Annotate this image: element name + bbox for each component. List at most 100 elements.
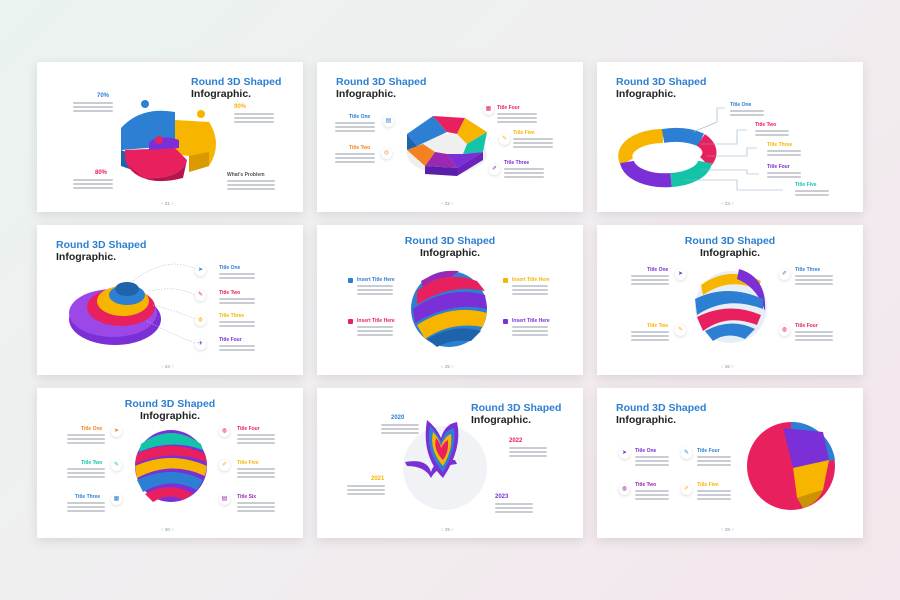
pen-icon: ✎: [681, 448, 692, 459]
value-label-3: 80%: [95, 170, 108, 176]
text-block: [237, 502, 275, 514]
slide-thumbnail-30[interactable]: Round 3D Shaped Infographic. Title One ➤…: [37, 388, 303, 538]
slide-thumbnail-25[interactable]: Round 3D Shaped Infographic. Insert Titl…: [317, 225, 583, 375]
text-block: [635, 490, 669, 502]
pie-ring-3d-graphic: [407, 116, 487, 176]
slide-title: Round 3D Shaped Infographic.: [616, 402, 706, 426]
label-title-four: Title Four: [497, 105, 520, 111]
send-icon: ➤: [619, 448, 630, 459]
slide-title: Round 3D Shaped Infographic.: [471, 402, 561, 426]
value-label-2: 90%: [234, 104, 247, 110]
heart-layers-graphic: [403, 420, 487, 510]
text-block: [512, 285, 548, 297]
year-label-2022: 2022: [509, 438, 523, 444]
slide-thumbnail-26[interactable]: Round 3D Shaped Infographic. Title One ➤…: [597, 225, 863, 375]
label-title-five: Title Five: [697, 482, 719, 488]
text-block: [509, 447, 547, 459]
text-block: [357, 326, 393, 338]
label-title-four: Title Four: [767, 164, 790, 170]
brush-icon: ✐: [489, 164, 500, 175]
label-title-two: Title Two: [81, 460, 103, 466]
problem-label: What's Problem: [227, 172, 265, 178]
text-block: [335, 153, 375, 165]
pencil-icon: ✎: [499, 134, 510, 145]
label-title-four: Title Four: [219, 337, 242, 343]
text-block: [381, 424, 419, 436]
slide-thumbnail-21[interactable]: Round 3D Shaped Infographic. 70% 90% 80%…: [37, 62, 303, 212]
slide-title: Round 3D Shaped Infographic.: [336, 76, 426, 100]
page-number: 29: [441, 527, 454, 532]
page-number: 26: [721, 364, 734, 369]
slide-thumbnail-28[interactable]: Round 3D Shaped Infographic. ➤ Title One…: [597, 388, 863, 538]
title-line-1: Round 3D Shaped: [124, 398, 216, 410]
pencil-icon: ✐: [681, 484, 692, 495]
title-line-2: Infographic.: [56, 251, 117, 263]
pen-icon: ✐: [779, 269, 790, 280]
title-line-1: Round 3D Shaped: [56, 239, 147, 251]
number-badge: [348, 319, 353, 324]
year-label-2021: 2021: [371, 476, 385, 482]
cutaway-sphere-graphic: [747, 421, 835, 510]
striped-sphere-graphic: [135, 430, 207, 502]
slide-thumbnail-29[interactable]: Round 3D Shaped Infographic. 2020 2021 2…: [317, 388, 583, 538]
label-insert-title-2: Insert Title Here: [357, 318, 395, 324]
text-block: [795, 275, 833, 287]
year-label-2023: 2023: [495, 494, 509, 500]
text-block: [219, 273, 255, 281]
label-title-two: Title Two: [349, 145, 371, 151]
text-block: [357, 285, 393, 297]
label-insert-title-1: Insert Title Here: [357, 277, 395, 283]
text-block: [697, 490, 731, 502]
text-block: [219, 298, 255, 306]
page-number: 24: [161, 364, 174, 369]
value-label-1: 70%: [97, 93, 110, 99]
globe-icon: ◍: [619, 484, 630, 495]
text-block: [697, 456, 731, 468]
title-line-1: Round 3D Shaped: [684, 235, 776, 247]
text-block: [73, 102, 113, 114]
text-block: [219, 345, 255, 353]
text-block: [347, 485, 385, 497]
page-number: 25: [441, 364, 454, 369]
text-block: [67, 468, 105, 480]
slide-thumbnail-23[interactable]: Round 3D Shaped Infographic. Title One T…: [597, 62, 863, 212]
number-badge: [348, 278, 353, 283]
slide-title: Round 3D Shaped Infographic.: [56, 239, 146, 263]
label-title-two: Title Two: [219, 290, 241, 296]
text-block: [513, 138, 553, 150]
text-block: [234, 113, 274, 125]
target-icon: ◎: [381, 148, 392, 159]
slide-thumbnail-24[interactable]: Round 3D Shaped Infographic. ➤ Title One…: [37, 225, 303, 375]
slide-thumbnail-22[interactable]: Round 3D Shaped Infographic. Title One T…: [317, 62, 583, 212]
text-block: [631, 275, 669, 287]
text-block: [335, 122, 375, 134]
title-line-2: Infographic.: [419, 247, 481, 259]
number-badge: [503, 278, 508, 283]
label-title-four: Title Four: [795, 323, 818, 329]
label-title-six: Title Six: [237, 494, 257, 500]
page-number: 21: [161, 201, 174, 206]
number-badge: [503, 319, 508, 324]
page-number: 23: [721, 201, 734, 206]
text-block: [495, 503, 533, 515]
text-block: [795, 331, 833, 343]
label-title-three: Title Three: [795, 267, 821, 273]
globe-icon: ◍: [779, 325, 790, 336]
slide-title: Round 3D Shaped Infographic.: [597, 235, 863, 259]
text-block: [67, 502, 105, 514]
text-block: [67, 434, 105, 446]
title-line-1: Round 3D Shaped: [336, 76, 427, 88]
label-title-one: Title One: [647, 267, 669, 273]
chart-icon: ▤: [383, 116, 394, 127]
text-block: [237, 468, 275, 480]
label-title-two: Title Two: [755, 122, 777, 128]
chart-icon: ▤: [219, 494, 230, 505]
pencil-icon: ✐: [219, 460, 230, 471]
title-line-1: Round 3D Shaped: [191, 76, 282, 88]
label-title-two: Title Two: [647, 323, 669, 329]
sliced-sphere-graphic: [411, 270, 487, 347]
label-insert-title-4: Insert Title Here: [512, 318, 550, 324]
label-title-four: Title Four: [697, 448, 720, 454]
label-title-five: Title Five: [237, 460, 259, 466]
text-block: [795, 190, 829, 198]
